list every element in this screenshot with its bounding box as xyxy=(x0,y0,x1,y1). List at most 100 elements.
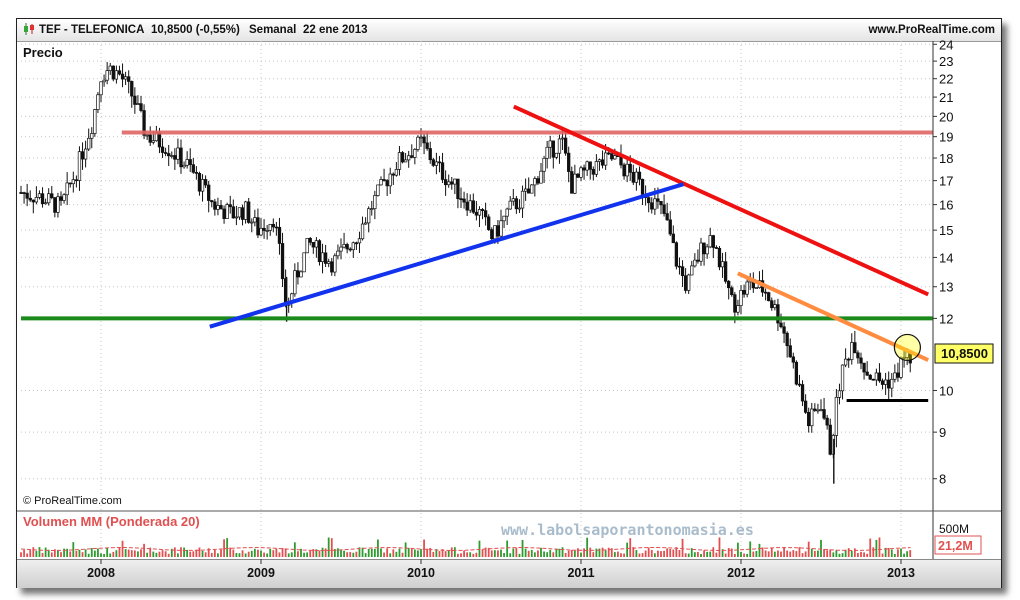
candle-body xyxy=(323,252,328,264)
candle-body xyxy=(807,411,811,427)
candle xyxy=(530,184,534,194)
volume-bar xyxy=(527,550,530,557)
candle xyxy=(514,196,519,214)
volume-bar xyxy=(635,550,638,557)
candle-body xyxy=(825,417,829,426)
volume-bar xyxy=(546,552,549,557)
candle-body xyxy=(723,261,728,282)
candle xyxy=(210,199,214,208)
candle xyxy=(877,363,882,383)
volume-bar xyxy=(558,548,561,557)
candle-body xyxy=(28,197,32,201)
candle xyxy=(659,201,663,215)
candle xyxy=(133,87,137,114)
volume-bar xyxy=(441,549,444,557)
candle-body xyxy=(225,204,229,219)
candle-body xyxy=(176,147,180,160)
candle xyxy=(130,80,134,108)
volume-bar xyxy=(346,552,349,557)
candle-body xyxy=(650,202,654,210)
volume-bar xyxy=(281,547,284,557)
candle-body xyxy=(622,164,626,177)
candle-body xyxy=(320,252,325,263)
volume-bar xyxy=(561,547,564,557)
candle-body xyxy=(465,201,469,211)
candle xyxy=(696,249,700,264)
candle xyxy=(825,414,829,430)
candle xyxy=(579,166,583,181)
volume-bar xyxy=(460,553,462,557)
candle-body xyxy=(403,159,408,163)
candle-body xyxy=(896,372,900,378)
candle xyxy=(591,166,595,181)
y-tick-label: 17 xyxy=(939,174,953,189)
candle-body xyxy=(874,372,879,381)
candle-body xyxy=(382,179,386,181)
candle-body xyxy=(450,181,454,185)
candle xyxy=(305,238,309,254)
last-price-label: 10,8500 xyxy=(941,346,988,361)
volume-bar xyxy=(580,552,582,557)
volume-bar xyxy=(407,547,410,557)
candle-body xyxy=(160,146,165,153)
candle-body xyxy=(791,356,795,363)
volume-bar xyxy=(78,549,81,557)
volume-bar xyxy=(752,551,755,557)
volume-bar xyxy=(112,551,115,557)
candle-body xyxy=(480,209,485,212)
candle-body xyxy=(893,372,897,380)
candle-body xyxy=(631,172,635,183)
candle-body xyxy=(188,159,192,166)
candle xyxy=(382,168,386,182)
candle-body xyxy=(634,171,639,183)
candle xyxy=(219,200,223,210)
candle xyxy=(499,209,503,238)
candle xyxy=(674,241,679,270)
candle xyxy=(687,273,691,295)
candle-body xyxy=(102,79,106,83)
candle-body xyxy=(665,213,669,221)
candle-body xyxy=(111,65,115,80)
candle xyxy=(539,163,543,184)
volume-bar xyxy=(792,550,795,557)
volume-bar xyxy=(303,552,305,557)
candle xyxy=(388,167,392,194)
candle xyxy=(517,199,522,213)
volume-bar xyxy=(890,549,893,557)
candle-body xyxy=(271,223,275,228)
volume-bar xyxy=(115,550,118,557)
volume-bar xyxy=(321,547,324,557)
candle-body xyxy=(197,173,202,192)
candle-body xyxy=(865,371,869,376)
volume-bar xyxy=(638,553,641,557)
candle xyxy=(123,71,128,86)
candle-body xyxy=(268,223,272,231)
volume-bar xyxy=(872,547,875,557)
candle xyxy=(763,288,768,301)
volume-bar xyxy=(857,552,859,557)
candle xyxy=(22,191,26,204)
candle xyxy=(536,175,540,185)
candle xyxy=(748,273,752,291)
candle-body xyxy=(363,222,368,225)
candle-body xyxy=(422,136,426,144)
volume-bar xyxy=(232,549,235,557)
candle xyxy=(462,191,466,209)
volume-bar xyxy=(210,552,213,557)
candle-body xyxy=(576,173,580,178)
volume-bar xyxy=(201,550,204,557)
candle-body xyxy=(71,179,75,185)
watermark: www.labolsaporantonomasia.es xyxy=(501,521,754,539)
candle xyxy=(837,383,842,405)
volume-bar xyxy=(69,551,72,557)
candle xyxy=(868,374,872,380)
candle-body xyxy=(357,238,362,244)
candle xyxy=(90,127,94,149)
candle-body xyxy=(628,163,632,173)
candle-body xyxy=(705,246,709,255)
candle-body xyxy=(730,287,734,296)
candle-body xyxy=(800,384,805,402)
candle-body xyxy=(613,155,617,160)
candle-body xyxy=(496,225,500,237)
candle-body xyxy=(600,159,605,166)
